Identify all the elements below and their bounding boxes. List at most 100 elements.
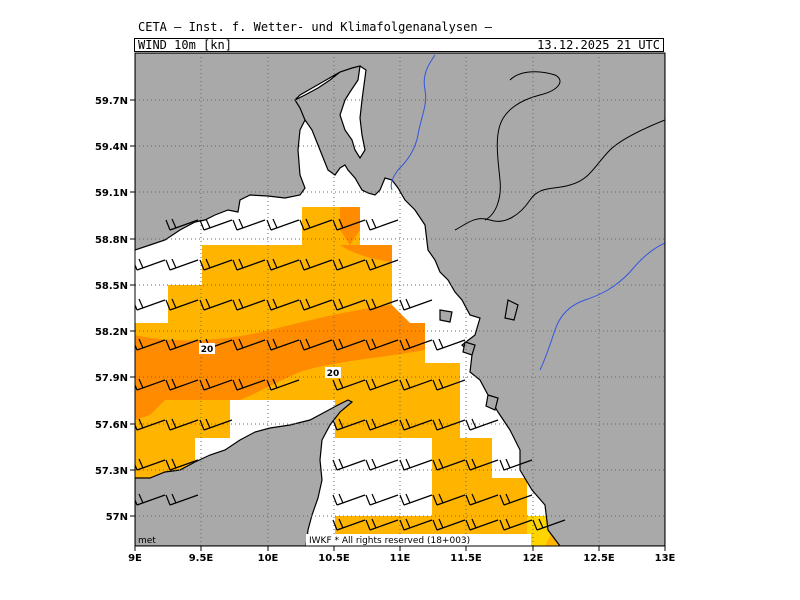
organization-title: CETA — Inst. f. Wetter- und Klimafolgena… bbox=[138, 20, 493, 34]
wind-barb-icon bbox=[165, 493, 199, 506]
wind-barb-icon bbox=[365, 218, 399, 231]
wind-barb-icon bbox=[299, 338, 333, 351]
wind-barb-icon bbox=[299, 218, 333, 231]
wind-barb-icon bbox=[365, 518, 399, 531]
wind-barb-icon bbox=[465, 418, 499, 431]
wind-barb-icon bbox=[135, 493, 166, 506]
wind-barb-icon bbox=[165, 298, 199, 311]
graticule bbox=[135, 53, 665, 546]
footer-left-label: met bbox=[138, 536, 156, 546]
wind-barb-icon bbox=[199, 378, 233, 391]
lon-tick-label: 11E bbox=[390, 553, 411, 564]
contour-label: 20 bbox=[201, 345, 214, 355]
wind-barb-icon bbox=[165, 258, 199, 271]
wind-barb-icon bbox=[299, 298, 333, 311]
wind-barb-icon bbox=[532, 518, 566, 531]
wind-barb-icon bbox=[499, 458, 533, 471]
wind-barb-icon bbox=[199, 218, 233, 231]
wind-barb-icon bbox=[135, 258, 166, 271]
wind-barb-icon bbox=[399, 518, 433, 531]
lon-tick-label: 12.5E bbox=[583, 553, 615, 564]
wind-barb-icon bbox=[199, 418, 233, 431]
wind-barb-icon bbox=[165, 458, 199, 471]
wind-barb-icon bbox=[499, 493, 533, 506]
wind-barbs bbox=[135, 218, 566, 531]
wind-barb-icon bbox=[135, 418, 166, 431]
wind-barb-icon bbox=[365, 378, 399, 391]
wind-barb-icon bbox=[332, 458, 366, 471]
wind-barb-icon bbox=[165, 378, 199, 391]
wind-barb-icon bbox=[432, 493, 466, 506]
wind-barb-icon bbox=[432, 378, 466, 391]
lat-tick-label: 57N bbox=[106, 512, 128, 523]
lon-tick-label: 13E bbox=[655, 553, 676, 564]
wind-barb-icon bbox=[232, 218, 266, 231]
wind-barb-icon bbox=[365, 418, 399, 431]
wind-barb-icon bbox=[165, 218, 199, 231]
lat-tick-label: 59.4N bbox=[95, 142, 128, 153]
wind-barb-icon bbox=[399, 418, 433, 431]
footer-copyright: IWKF * All rights reserved (18+003) bbox=[309, 536, 470, 546]
wind-barb-icon bbox=[135, 458, 166, 471]
wind-barb-icon bbox=[165, 418, 199, 431]
wind-barb-icon bbox=[399, 338, 433, 351]
wind-barb-icon bbox=[399, 458, 433, 471]
borders bbox=[390, 54, 665, 371]
lat-tick-label: 59.7N bbox=[95, 96, 128, 107]
wind-barb-icon bbox=[299, 258, 333, 271]
wind-barb-icon bbox=[332, 258, 366, 271]
lon-tick-label: 11.5E bbox=[450, 553, 482, 564]
wind-barb-icon bbox=[332, 418, 366, 431]
wind-barb-icon bbox=[465, 493, 499, 506]
wind-barb-icon bbox=[432, 418, 466, 431]
wind-barb-icon bbox=[232, 258, 266, 271]
wind-barb-icon bbox=[432, 458, 466, 471]
lon-axis: 9E 9.5E 10E 10.5E 11E 11.5E 12E 12.5E 13… bbox=[128, 546, 676, 564]
wind-barb-icon bbox=[332, 518, 366, 531]
footer-box bbox=[306, 534, 531, 546]
lon-tick-label: 9E bbox=[128, 553, 142, 564]
wind-barb-icon bbox=[399, 378, 433, 391]
wind-barb-icon bbox=[135, 298, 166, 311]
wind-barb-icon bbox=[199, 258, 233, 271]
wind-barb-icon bbox=[365, 298, 399, 311]
wind-barb-icon bbox=[432, 518, 466, 531]
wind-barb-icon bbox=[135, 378, 166, 391]
wind-barb-icon bbox=[332, 378, 366, 391]
wind-barb-icon bbox=[365, 338, 399, 351]
wind-barb-icon bbox=[465, 518, 499, 531]
lat-tick-label: 57.6N bbox=[95, 420, 128, 431]
wind-barb-icon bbox=[499, 518, 533, 531]
wind-barb-icon bbox=[365, 258, 399, 271]
datetime-label: 13.12.2025 21 UTC bbox=[537, 38, 660, 52]
lat-tick-label: 58.8N bbox=[95, 235, 128, 246]
wind-barb-icon bbox=[332, 338, 366, 351]
lat-tick-label: 57.3N bbox=[95, 466, 128, 477]
lon-tick-label: 9.5E bbox=[189, 553, 214, 564]
map-title-bar: WIND_10m_[kn] 13.12.2025 21 UTC bbox=[134, 38, 664, 52]
lon-tick-label: 10.5E bbox=[318, 553, 350, 564]
wind-barb-icon bbox=[266, 218, 300, 231]
wind-barb-icon bbox=[365, 493, 399, 506]
wind-barb-icon bbox=[199, 298, 233, 311]
lon-tick-label: 10E bbox=[258, 553, 279, 564]
lat-tick-label: 58.5N bbox=[95, 281, 128, 292]
wind-barb-icon bbox=[399, 298, 433, 311]
wind-barb-icon bbox=[232, 298, 266, 311]
wind-barb-icon bbox=[465, 458, 499, 471]
lat-tick-label: 59.1N bbox=[95, 188, 128, 199]
wind-barb-icon bbox=[332, 218, 366, 231]
wind-barb-icon bbox=[432, 338, 466, 351]
wind-barb-icon bbox=[232, 338, 266, 351]
lat-axis: 59.7N 59.4N 59.1N 58.8N 58.5N 58.2N 57.9… bbox=[95, 96, 135, 523]
lat-tick-label: 58.2N bbox=[95, 327, 128, 338]
wind-barb-icon bbox=[266, 298, 300, 311]
wind-barb-icon bbox=[332, 298, 366, 311]
lon-tick-label: 12E bbox=[523, 553, 544, 564]
wind-barb-icon bbox=[232, 378, 266, 391]
variable-label: WIND_10m_[kn] bbox=[138, 38, 232, 52]
wind-barb-icon bbox=[266, 258, 300, 271]
wind-barb-icon bbox=[332, 493, 366, 506]
wind-speed-shading bbox=[135, 207, 560, 546]
